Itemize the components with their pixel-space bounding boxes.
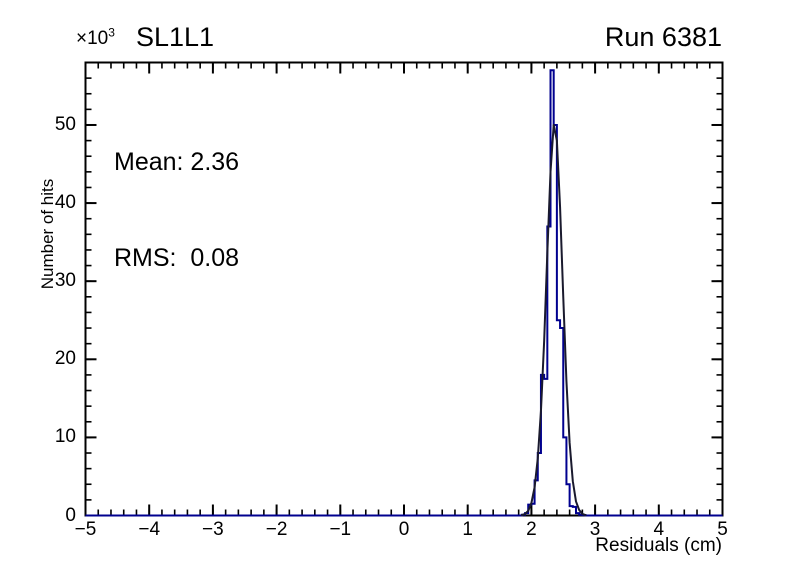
x-axis-title: Residuals (cm) xyxy=(595,535,722,556)
x-tick-label: 1 xyxy=(462,519,473,540)
y-tick-label: 10 xyxy=(54,426,76,448)
x-tick-label: 5 xyxy=(717,519,728,540)
run-label: Run 6381 xyxy=(604,22,722,52)
plot-title: SL1L1 xyxy=(136,22,215,52)
x-tick-label: 0 xyxy=(398,519,410,540)
y-tick-label: 30 xyxy=(54,270,76,292)
x-tick-label: −5 xyxy=(74,519,97,540)
x-tick-label: −1 xyxy=(329,519,352,540)
y-tick-label: 0 xyxy=(65,504,76,526)
x-tick-label: 3 xyxy=(589,519,601,540)
y-axis-exponent-label: ×103 xyxy=(76,25,115,49)
histogram-step-line xyxy=(85,69,723,517)
y-tick-label: 20 xyxy=(54,348,76,370)
x-tick-label: −4 xyxy=(138,519,161,540)
stat-rms: RMS: 0.08 xyxy=(114,244,240,272)
gaussian-fit-curve xyxy=(520,123,587,517)
x-tick-label: −2 xyxy=(265,519,288,540)
y-tick-label: 40 xyxy=(54,192,76,214)
y-axis-exponent-prefix: ×10 xyxy=(76,28,109,49)
y-tick-label: 50 xyxy=(54,113,76,135)
x-tick-label: −3 xyxy=(202,519,224,540)
data-series xyxy=(85,69,723,517)
axis-ticks xyxy=(84,61,724,517)
x-tick-label: 2 xyxy=(526,519,537,540)
plot-frame xyxy=(84,61,724,517)
y-axis-exponent-power: 3 xyxy=(108,25,115,40)
stat-mean: Mean: 2.36 xyxy=(114,148,240,176)
x-tick-label: 4 xyxy=(653,519,665,540)
statistics-annotation: Mean: 2.36 RMS: 0.08 xyxy=(114,82,239,338)
